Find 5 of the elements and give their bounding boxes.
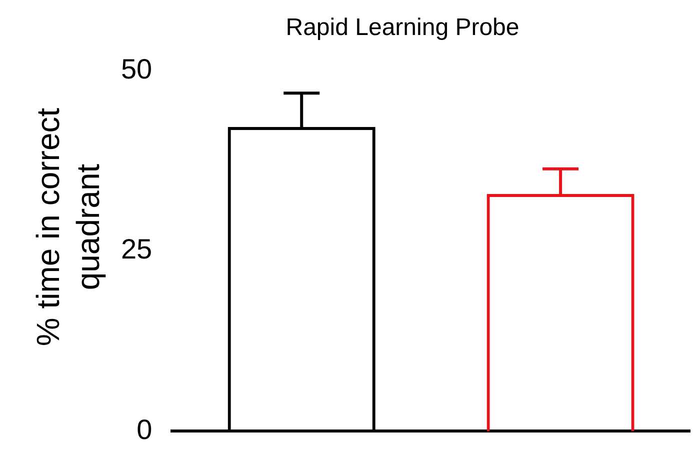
y-tick-label: 25: [120, 234, 152, 265]
y-axis-title: % time in correct quadrant: [29, 106, 107, 348]
chart-title: Rapid Learning Probe: [286, 14, 520, 42]
y-tick-label: 50: [120, 54, 152, 85]
y-tick-label: 0: [136, 414, 152, 445]
